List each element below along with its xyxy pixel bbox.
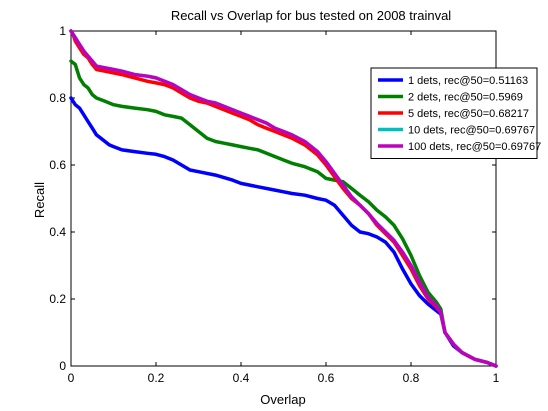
x-tick-label: 0 bbox=[68, 371, 75, 385]
x-tick-label: 0.8 bbox=[403, 371, 420, 385]
x-tick-label: 1 bbox=[493, 371, 500, 385]
legend-label-4: 100 dets, rec@50=0.69767 bbox=[408, 141, 541, 153]
y-tick-label: 0.6 bbox=[49, 158, 66, 172]
legend-label-3: 10 dets, rec@50=0.69767 bbox=[408, 125, 535, 137]
y-tick-label: 0.8 bbox=[49, 91, 66, 105]
series-line-0 bbox=[69, 96, 498, 368]
legend-label-0: 1 dets, rec@50=0.51163 bbox=[408, 75, 528, 87]
y-tick-label: 0.4 bbox=[49, 225, 66, 239]
series-line-4 bbox=[69, 29, 498, 368]
series-layer bbox=[69, 29, 498, 368]
axis-ticks: 0 0.2 0.4 0.6 0.8 1 0 0.2 0.4 0.6 0.8 1 bbox=[49, 24, 499, 385]
y-tick-label: 0.2 bbox=[49, 292, 66, 306]
series-line-1 bbox=[69, 59, 498, 368]
legend-label-1: 2 dets, rec@50=0.5969 bbox=[408, 92, 523, 104]
x-axis-label: Overlap bbox=[260, 392, 306, 407]
x-tick-label: 0.6 bbox=[318, 371, 335, 385]
legend-label-2: 5 dets, rec@50=0.68217 bbox=[408, 108, 529, 120]
chart-title: Recall vs Overlap for bus tested on 2008… bbox=[171, 8, 451, 23]
y-tick-label: 0 bbox=[59, 359, 66, 373]
x-tick-label: 0.2 bbox=[148, 371, 165, 385]
y-tick-label: 1 bbox=[59, 24, 66, 38]
y-axis-label: Recall bbox=[32, 182, 47, 218]
legend: 1 dets, rec@50=0.51163 2 dets, rec@50=0.5… bbox=[370, 67, 541, 159]
x-tick-label: 0.4 bbox=[233, 371, 250, 385]
